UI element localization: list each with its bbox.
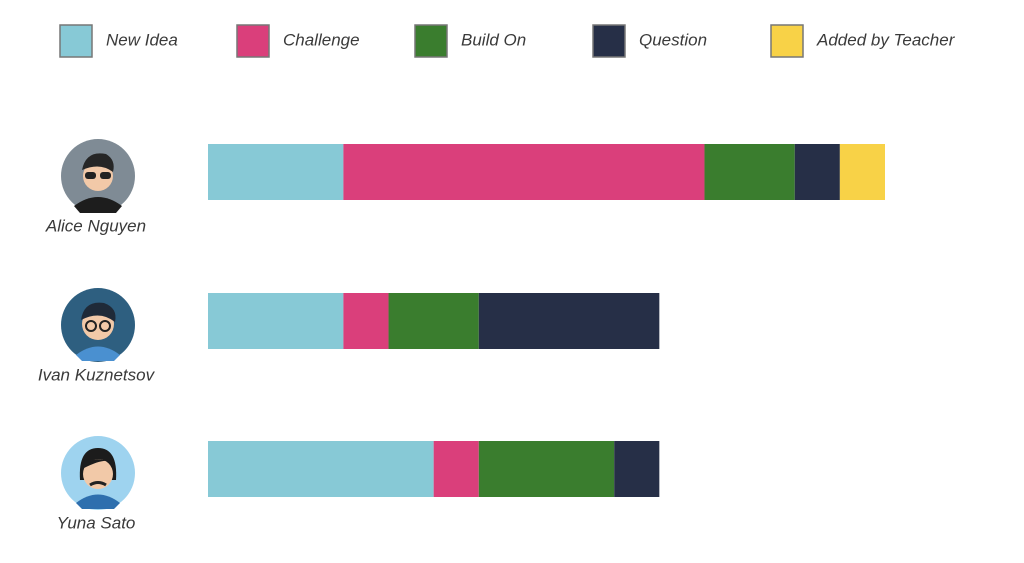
- bar-segment: [388, 293, 479, 349]
- legend-swatch: [414, 24, 448, 58]
- bar-segment: [478, 441, 615, 497]
- bar-segment: [433, 441, 479, 497]
- avatars: [61, 139, 135, 510]
- bar-segment: [208, 441, 434, 497]
- bar-segment: [794, 144, 840, 200]
- legend-swatch: [592, 24, 626, 58]
- legend-label: Question: [639, 30, 707, 49]
- bar-segment: [614, 441, 660, 497]
- bar-segment: [208, 293, 344, 349]
- bar-segment: [704, 144, 795, 200]
- legend-label: New Idea: [106, 30, 178, 49]
- avatar: [61, 288, 135, 362]
- legend-label: Challenge: [283, 30, 360, 49]
- bar-segment: [343, 144, 705, 200]
- category-label: Alice Nguyen: [45, 216, 146, 235]
- legend-swatch: [59, 24, 93, 58]
- category-label: Yuna Sato: [57, 513, 136, 532]
- legend-label: Added by Teacher: [816, 30, 956, 49]
- avatar: [61, 139, 135, 213]
- bar-segment: [208, 144, 344, 200]
- legend-label: Build On: [461, 30, 526, 49]
- bar-segment: [839, 144, 885, 200]
- legend-swatch: [236, 24, 270, 58]
- bar-segment: [478, 293, 660, 349]
- avatar: [61, 436, 135, 510]
- legend-swatch: [770, 24, 804, 58]
- bar-segment: [343, 293, 389, 349]
- category-label: Ivan Kuznetsov: [38, 365, 156, 384]
